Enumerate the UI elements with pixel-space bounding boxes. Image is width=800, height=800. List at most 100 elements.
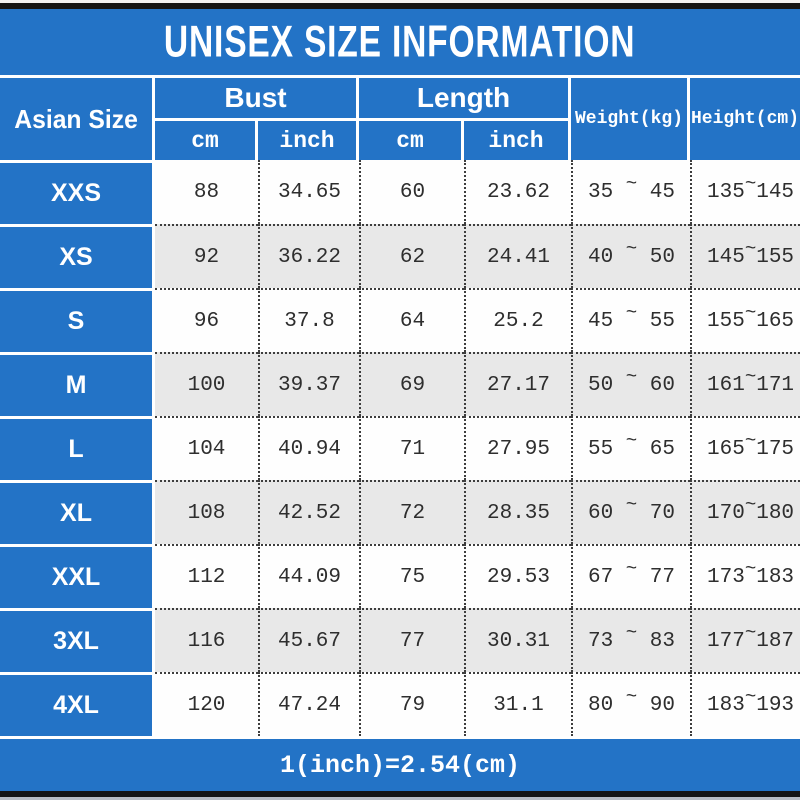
- height-range: 145 ~155: [690, 224, 800, 288]
- length-inch-value: 23.62: [464, 160, 571, 224]
- length-inch-value: 31.1: [464, 672, 571, 736]
- size-label: 3XL: [0, 608, 155, 672]
- header-weight: Weight(kg): [571, 78, 687, 160]
- header-asian-size: Asian Size: [0, 78, 152, 160]
- range-min: 165: [707, 437, 745, 461]
- range-max: 55: [649, 309, 675, 333]
- range-max: 45: [649, 180, 675, 204]
- bust-inch-value: 42.52: [258, 480, 359, 544]
- header-height: Height(cm): [690, 78, 800, 160]
- tilde-separator: ~: [625, 173, 638, 195]
- bust-inch-value: 40.94: [258, 416, 359, 480]
- range-max: 90: [649, 693, 675, 717]
- header-length-group: Length: [359, 78, 568, 118]
- bust-cm-value: 92: [155, 224, 258, 288]
- range-max: 50: [649, 245, 675, 269]
- bottom-strip: [0, 797, 800, 800]
- tilde-separator: ~: [625, 302, 638, 324]
- range-max: 183: [756, 565, 795, 589]
- tilde-separator: ~: [625, 430, 638, 452]
- tilde-separator: ~: [625, 238, 638, 260]
- bust-cm-value: 116: [155, 608, 258, 672]
- range-max: 171: [756, 373, 795, 397]
- bust-cm-value: 96: [155, 288, 258, 352]
- range-max: 193: [756, 693, 795, 717]
- length-inch-value: 24.41: [464, 224, 571, 288]
- table-row: S 96 37.8 64 25.2 45 ~55 155 ~165: [0, 288, 800, 352]
- height-range: 170 ~180: [690, 480, 800, 544]
- length-cm-value: 79: [359, 672, 464, 736]
- bust-cm-value: 108: [155, 480, 258, 544]
- weight-range: 35 ~45: [571, 160, 690, 224]
- tilde-separator: ~: [744, 494, 757, 516]
- tilde-separator: ~: [625, 558, 638, 580]
- length-cm-value: 72: [359, 480, 464, 544]
- page-title: UNISEX SIZE INFORMATION: [164, 16, 636, 67]
- bust-inch-value: 34.65: [258, 160, 359, 224]
- bust-cm-value: 120: [155, 672, 258, 736]
- range-max: 65: [649, 437, 675, 461]
- range-min: 183: [707, 693, 745, 717]
- tilde-separator: ~: [744, 686, 757, 708]
- table-row: 3XL 116 45.67 77 30.31 73 ~83 177 ~187: [0, 608, 800, 672]
- range-min: 173: [707, 565, 745, 589]
- bust-inch-value: 37.8: [258, 288, 359, 352]
- tilde-separator: ~: [744, 558, 757, 580]
- weight-range: 73 ~83: [571, 608, 690, 672]
- range-min: 35: [588, 180, 614, 204]
- range-min: 145: [707, 245, 745, 269]
- table-row: XS 92 36.22 62 24.41 40 ~50 145 ~155: [0, 224, 800, 288]
- tilde-separator: ~: [625, 366, 638, 388]
- weight-range: 80 ~90: [571, 672, 690, 736]
- range-min: 50: [588, 373, 614, 397]
- range-min: 177: [707, 629, 745, 653]
- tilde-separator: ~: [744, 173, 757, 195]
- range-min: 55: [588, 437, 614, 461]
- height-range: 135 ~145: [690, 160, 800, 224]
- footer-band: 1(inch)=2.54(cm): [0, 736, 800, 791]
- range-min: 67: [588, 565, 614, 589]
- tilde-separator: ~: [744, 302, 757, 324]
- top-black-bar: [0, 3, 800, 9]
- table-body: XXS 88 34.65 60 23.62 35 ~45 135 ~145 XS 92 36.22 62…: [0, 160, 800, 736]
- title-band: UNISEX SIZE INFORMATION: [0, 9, 800, 78]
- table-row: XL 108 42.52 72 28.35 60 ~70 170 ~180: [0, 480, 800, 544]
- bust-inch-value: 47.24: [258, 672, 359, 736]
- table-row: L 104 40.94 71 27.95 55 ~65 165 ~175: [0, 416, 800, 480]
- range-max: 175: [756, 437, 795, 461]
- tilde-separator: ~: [744, 238, 757, 260]
- bust-inch-value: 36.22: [258, 224, 359, 288]
- tilde-separator: ~: [625, 686, 638, 708]
- range-min: 45: [588, 309, 614, 333]
- height-range: 173 ~183: [690, 544, 800, 608]
- range-max: 187: [756, 629, 795, 653]
- table-row: XXL 112 44.09 75 29.53 67 ~77 173 ~183: [0, 544, 800, 608]
- length-cm-value: 64: [359, 288, 464, 352]
- weight-range: 50 ~60: [571, 352, 690, 416]
- range-max: 83: [649, 629, 675, 653]
- length-inch-value: 27.17: [464, 352, 571, 416]
- length-inch-value: 30.31: [464, 608, 571, 672]
- length-cm-value: 60: [359, 160, 464, 224]
- size-label: 4XL: [0, 672, 155, 736]
- length-cm-value: 69: [359, 352, 464, 416]
- top-strip: [0, 0, 800, 3]
- header-length-inch: inch: [464, 121, 568, 160]
- tilde-separator: ~: [625, 622, 638, 644]
- bust-cm-value: 100: [155, 352, 258, 416]
- size-label: M: [0, 352, 155, 416]
- bust-cm-value: 88: [155, 160, 258, 224]
- weight-range: 67 ~77: [571, 544, 690, 608]
- weight-range: 60 ~70: [571, 480, 690, 544]
- header-bust-inch: inch: [258, 121, 356, 160]
- header-length-cm: cm: [359, 121, 461, 160]
- range-min: 60: [588, 501, 614, 525]
- table-header: Asian Size Bust Length cm inch cm inch W…: [0, 78, 800, 160]
- bust-inch-value: 39.37: [258, 352, 359, 416]
- range-min: 135: [707, 180, 745, 204]
- header-bust-cm: cm: [155, 121, 255, 160]
- length-inch-value: 25.2: [464, 288, 571, 352]
- height-range: 165 ~175: [690, 416, 800, 480]
- range-min: 155: [707, 309, 745, 333]
